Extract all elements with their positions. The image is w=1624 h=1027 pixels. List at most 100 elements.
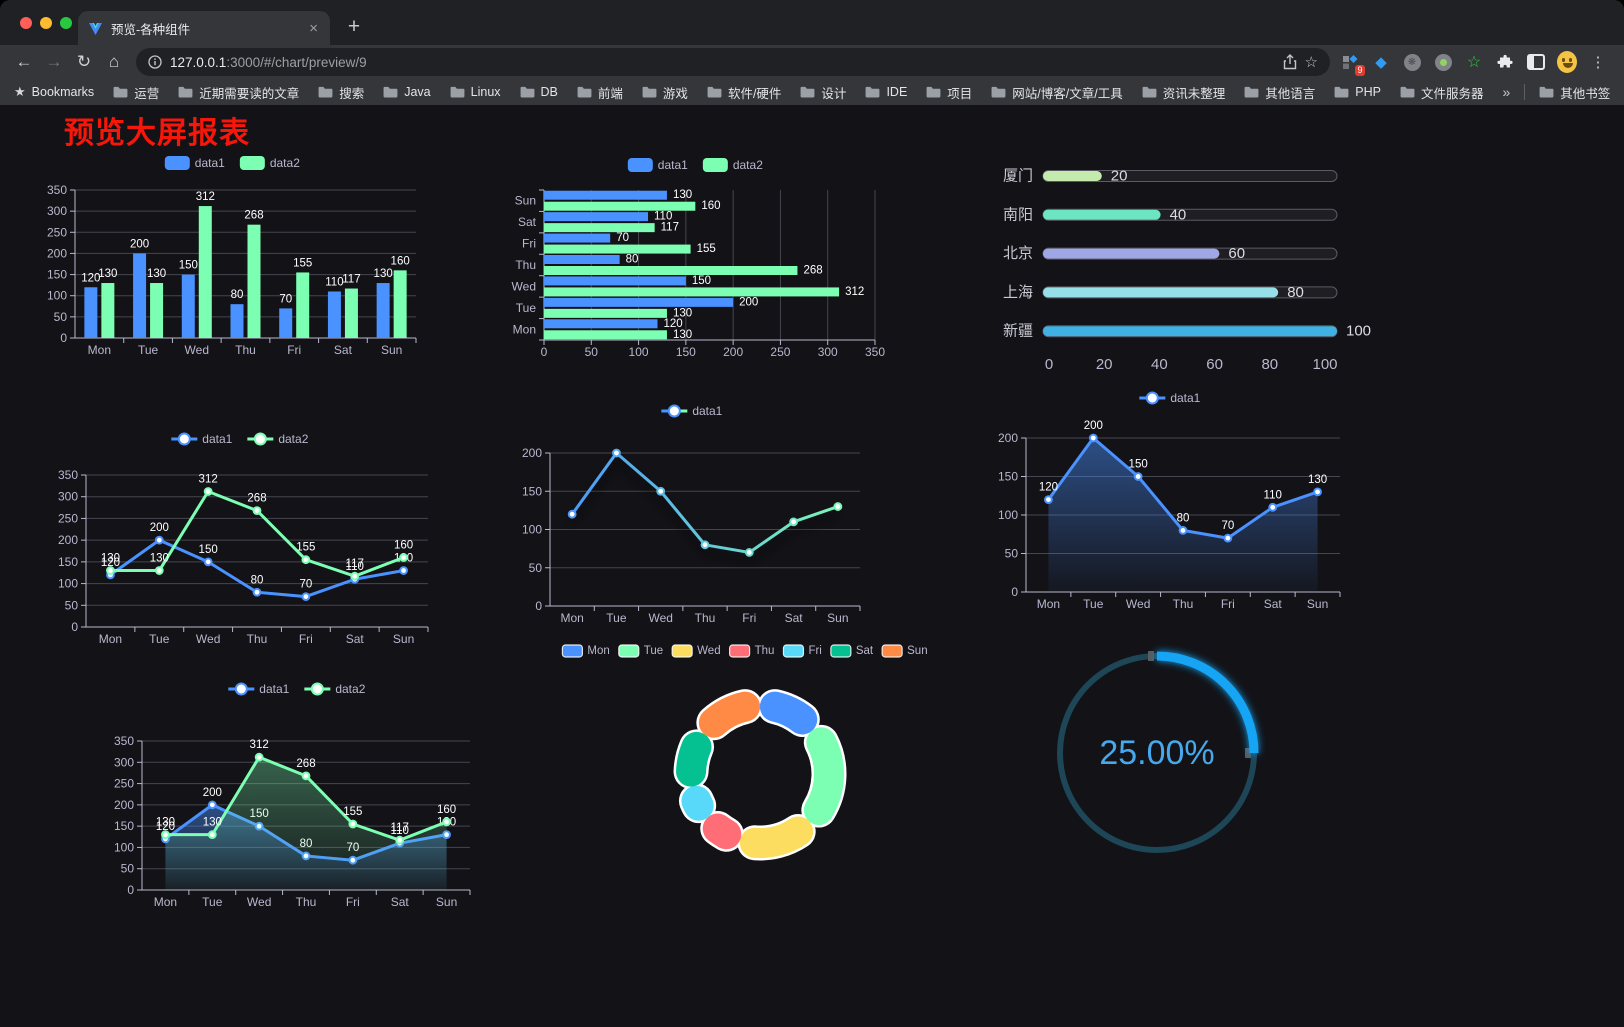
- progress-bars-chart[interactable]: 厦门 20 南阳 40 北京 60 上海 80 新疆 100 0 20 40 60 80 100: [985, 150, 1381, 390]
- bookmark-folder-item[interactable]: PHP: [1334, 85, 1381, 99]
- svg-text:130: 130: [150, 553, 169, 565]
- extension-wheel-icon[interactable]: ❋: [1402, 52, 1422, 72]
- bookmark-folder-item[interactable]: Linux: [450, 85, 501, 99]
- extension-grid-icon[interactable]: 9: [1340, 52, 1365, 76]
- bookmark-star-icon[interactable]: ☆: [1304, 54, 1318, 71]
- bookmark-folder-item[interactable]: 前端: [577, 83, 623, 102]
- url-text: 127.0.0.1:3000/#/chart/preview/9: [170, 55, 367, 70]
- reload-icon[interactable]: ↻: [76, 52, 92, 71]
- svg-text:Fri: Fri: [808, 645, 821, 657]
- svg-text:Tue: Tue: [1083, 597, 1104, 610]
- side-panel-icon[interactable]: [1526, 52, 1546, 72]
- site-info-icon[interactable]: [148, 55, 162, 69]
- forward-icon[interactable]: →: [45, 52, 63, 71]
- svg-text:data1: data1: [195, 156, 225, 170]
- svg-text:268: 268: [803, 265, 822, 277]
- profile-avatar[interactable]: [1557, 51, 1577, 73]
- svg-text:155: 155: [343, 806, 362, 818]
- svg-text:0: 0: [127, 883, 134, 897]
- area-chart-single[interactable]: data1 0 50 100 150 200 Mon Tue Wed Thu Fri Sat Sun 12…: [978, 386, 1362, 615]
- bookmark-folder-item[interactable]: Java: [383, 85, 431, 99]
- tab-close-icon[interactable]: ×: [309, 19, 318, 37]
- back-icon[interactable]: ←: [15, 52, 33, 71]
- bookmark-folder-item[interactable]: 游戏: [642, 83, 688, 102]
- svg-text:150: 150: [47, 268, 67, 282]
- share-icon[interactable]: [1283, 54, 1297, 70]
- bookmark-folder-item[interactable]: 项目: [926, 83, 972, 102]
- bookmark-folder-item[interactable]: 网站/博客/文章/工具: [991, 83, 1123, 102]
- svg-text:Fri: Fri: [1221, 597, 1235, 610]
- svg-text:Mon: Mon: [560, 611, 583, 625]
- gauge-chart[interactable]: 25.00%: [1040, 638, 1280, 875]
- svg-text:50: 50: [585, 345, 599, 359]
- svg-text:Wed: Wed: [648, 611, 672, 625]
- svg-text:200: 200: [203, 787, 222, 799]
- bookmark-folder-item[interactable]: IDE: [865, 85, 907, 99]
- svg-text:117: 117: [346, 558, 364, 570]
- extensions-puzzle-icon[interactable]: [1495, 52, 1515, 72]
- svg-text:300: 300: [47, 204, 67, 218]
- minimize-window-button[interactable]: [40, 17, 52, 29]
- tab-strip: 预览-各种组件 × +: [0, 0, 1624, 45]
- address-bar[interactable]: 127.0.0.1:3000/#/chart/preview/9 ☆: [136, 48, 1330, 76]
- url-path: :3000/#/chart/preview/9: [226, 54, 367, 70]
- bookmark-folder-item[interactable]: 文件服务器: [1400, 83, 1483, 102]
- svg-text:Wed: Wed: [1126, 597, 1150, 610]
- svg-text:130: 130: [147, 268, 166, 280]
- svg-text:Tue: Tue: [606, 611, 627, 625]
- bookmark-folder-item[interactable]: 软件/硬件: [707, 83, 781, 102]
- svg-text:117: 117: [391, 822, 409, 834]
- svg-text:130: 130: [1308, 474, 1327, 486]
- svg-text:300: 300: [58, 490, 78, 504]
- svg-text:Wed: Wed: [247, 895, 271, 909]
- bookmarks-overflow-chevron[interactable]: »: [1502, 84, 1511, 100]
- bookmark-folder-item[interactable]: DB: [520, 85, 558, 99]
- new-tab-button[interactable]: +: [347, 15, 361, 38]
- svg-text:80: 80: [1177, 512, 1190, 524]
- svg-text:100: 100: [522, 523, 542, 537]
- zoom-window-button[interactable]: [60, 17, 72, 29]
- browser-menu-icon[interactable]: ⋮: [1590, 54, 1606, 71]
- home-icon[interactable]: ⌂: [108, 52, 120, 71]
- other-bookmarks[interactable]: 其他书签: [1539, 83, 1610, 102]
- bookmark-folder-item[interactable]: 近期需要读的文章: [178, 83, 299, 102]
- line-chart[interactable]: data1 data2 0 50 100 150 200 250 300 350 Mon Tue Wed…: [30, 425, 450, 658]
- svg-text:155: 155: [293, 257, 312, 269]
- extension-record-icon[interactable]: [1433, 52, 1453, 72]
- tab-title: 预览-各种组件: [111, 22, 191, 37]
- svg-text:Sat: Sat: [856, 645, 874, 657]
- svg-text:Sun: Sun: [515, 194, 536, 208]
- bookmark-folder-item[interactable]: 资讯未整理: [1142, 83, 1225, 102]
- svg-text:200: 200: [522, 446, 542, 460]
- svg-text:Sun: Sun: [381, 343, 402, 357]
- bookmark-folder-item[interactable]: 搜索: [318, 83, 364, 102]
- svg-text:Fri: Fri: [287, 343, 301, 357]
- svg-text:0: 0: [60, 331, 67, 345]
- folder-icon: [1539, 86, 1554, 98]
- extension-star-icon[interactable]: ☆: [1466, 54, 1482, 71]
- svg-text:80: 80: [1287, 284, 1304, 301]
- svg-text:40: 40: [1170, 206, 1187, 223]
- bookmarks-root[interactable]: ★ Bookmarks: [14, 84, 94, 100]
- extensions-row: 9 ◆ ❋ ☆ ⋮: [1340, 51, 1614, 76]
- svg-text:0: 0: [71, 620, 78, 634]
- svg-text:Sat: Sat: [1264, 597, 1283, 610]
- svg-text:160: 160: [394, 540, 413, 552]
- extension-kite-icon[interactable]: ◆: [1375, 54, 1387, 71]
- close-window-button[interactable]: [20, 17, 32, 29]
- svg-text:120: 120: [1039, 482, 1058, 494]
- bar-chart[interactable]: data1 data2 0 50 100 150 200 250 300 350 Mon Tue Wed…: [35, 148, 430, 367]
- bookmark-folder-item[interactable]: 其他语言: [1244, 83, 1315, 102]
- bookmark-folder-item[interactable]: 设计: [800, 83, 846, 102]
- svg-text:155: 155: [296, 542, 315, 554]
- bookmark-folder-item[interactable]: 运营: [113, 83, 159, 102]
- svg-text:117: 117: [661, 222, 679, 234]
- area-chart-double[interactable]: data1 data2 0 50 100 150 200 250 300 350 Mon Tue Wed…: [103, 674, 491, 917]
- gradient-line-chart[interactable]: data1 0 50 100 150 200 Mon Tue Wed Thu Fri Sat Sun: [498, 396, 886, 633]
- browser-tab[interactable]: 预览-各种组件 ×: [78, 11, 330, 45]
- svg-text:Thu: Thu: [247, 632, 268, 646]
- svg-text:100: 100: [998, 508, 1018, 522]
- donut-pie-chart[interactable]: Mon Tue Wed Thu Fri Sat Sun: [545, 634, 945, 873]
- horizontal-bar-chart[interactable]: data1 data2 0 50 100 150 200 250 300 350 Mon 120 130…: [498, 150, 893, 369]
